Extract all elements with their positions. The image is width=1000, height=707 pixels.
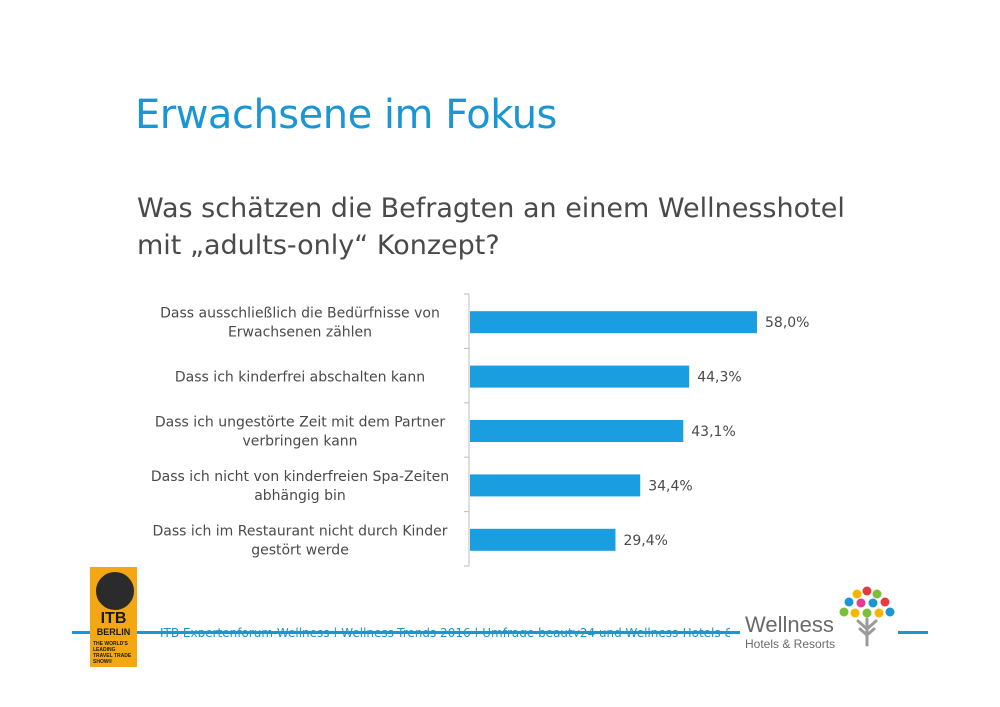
itb-logo-line2: BERLIN — [96, 627, 131, 637]
wellness-logo-line1: Wellness — [745, 612, 834, 637]
category-label: Erwachsenen zählen — [228, 325, 372, 341]
bar — [470, 420, 684, 442]
bar-value-label: 43,1% — [691, 424, 735, 440]
itb-logo-line1: ITB — [100, 610, 127, 627]
category-label: Dass ich kinderfrei abschalten kann — [175, 370, 425, 386]
itb-logo-tagline: THE WORLD'S LEADING TRAVEL TRADE SHOW® — [93, 641, 132, 665]
category-label: Dass ich ungestörte Zeit mit dem Partner — [155, 415, 445, 431]
bar-value-label: 58,0% — [765, 315, 809, 331]
category-label: Dass ausschließlich die Bedürfnisse von — [160, 306, 440, 322]
tree-icon — [839, 586, 895, 647]
category-label: verbringen kann — [242, 434, 357, 450]
footer-text: ITB Expertenforum Wellness | Wellness-Tr… — [160, 626, 730, 637]
bar — [470, 528, 616, 551]
category-label: abhängig bin — [254, 488, 346, 504]
bar-value-label: 34,4% — [648, 478, 692, 494]
page-title: Erwachsene im Fokus — [135, 92, 557, 138]
bar-value-label: 29,4% — [623, 533, 667, 549]
category-label: gestört werde — [251, 542, 349, 558]
wellness-logo-line2: Hotels & Resorts — [745, 637, 836, 651]
category-label: Dass ich nicht von kinderfreien Spa-Zeit… — [151, 469, 449, 485]
footer-rule — [142, 631, 740, 634]
bar — [470, 311, 757, 334]
bar — [470, 365, 690, 388]
bar — [470, 474, 641, 497]
bar-value-label: 44,3% — [697, 370, 741, 386]
footer-rule-right — [898, 631, 928, 634]
globe-icon — [94, 570, 136, 612]
category-label: Dass ich im Restaurant nicht durch Kinde… — [152, 523, 447, 539]
wellness-hotels-logo: Wellness Hotels & Resorts — [742, 585, 902, 655]
chart-question: Was schätzen die Befragten an einem Well… — [137, 193, 845, 261]
itb-berlin-logo: ITB BERLIN THE WORLD'S LEADING TRAVEL TR… — [90, 567, 137, 667]
